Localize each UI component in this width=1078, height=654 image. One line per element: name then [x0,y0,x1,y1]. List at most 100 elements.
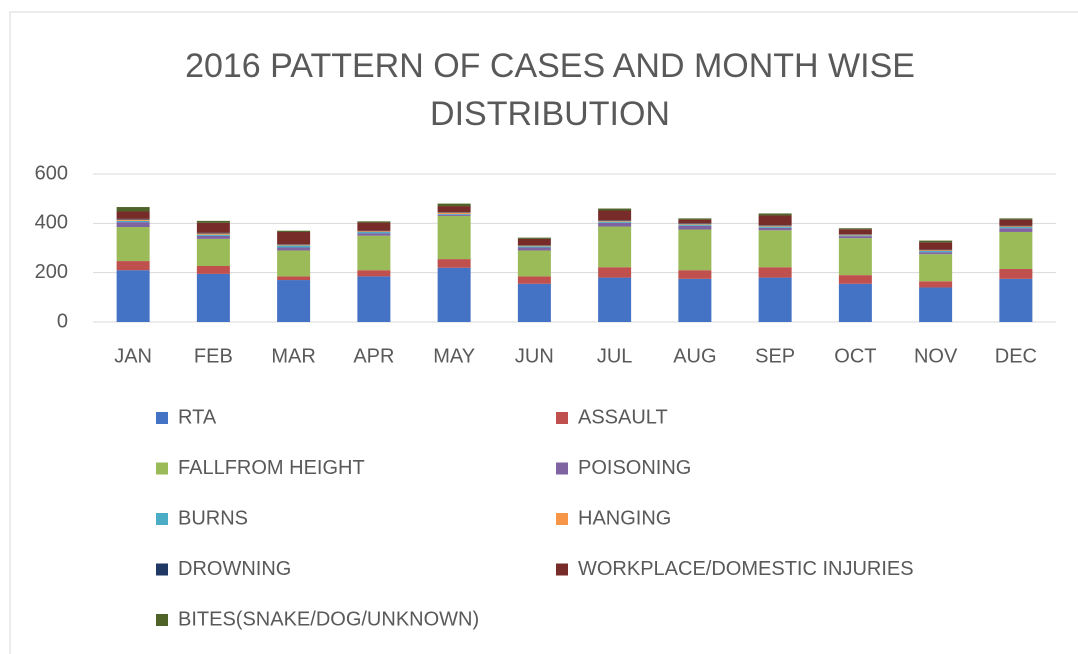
bar-segment [437,203,471,207]
bar-segment [277,250,311,277]
bar-segment [277,231,311,245]
bar-segment [678,225,712,230]
bar-segment [758,213,792,216]
x-tick-label: AUG [673,345,716,367]
bar-segment [999,227,1033,229]
bar-segment [116,219,150,221]
bar-segment [598,267,632,278]
legend-swatch [556,563,568,576]
bar-segment [838,275,872,284]
bar-segment [919,250,953,253]
bar-segment [357,222,391,231]
bar-segment [357,231,391,232]
bar-segment [758,225,792,227]
bar-segment [919,240,953,243]
legend-label: DROWNING [178,558,291,580]
legend-swatch [556,462,568,475]
bar-segment [838,229,872,235]
bar-segment [517,283,551,322]
bar-segment [277,230,311,232]
bar-segment [678,278,712,322]
bar-segment [999,219,1033,226]
bar-segment [517,237,551,239]
legend-swatch [156,513,168,525]
bar-segment [437,213,471,215]
bar-segment [838,228,872,230]
bar-segment [758,227,792,231]
bar-segment [357,276,391,322]
x-tick-label: NOV [914,345,958,367]
x-tick-label: JUN [515,345,554,367]
bar-segment [838,234,872,236]
bar-segment [357,221,391,223]
bar-segment [517,238,551,246]
bar-segment [678,229,712,271]
bar-segment [277,276,311,281]
bar-segment [758,230,792,268]
bar-segment [758,267,792,278]
bar-segment [598,220,632,222]
y-tick-label: 200 [35,261,68,283]
bar-segment [999,268,1033,279]
bar-segment [919,287,953,322]
bar-segment [277,244,311,246]
bar-segment [196,233,230,235]
bar-segment [678,224,712,226]
y-tick-label: 400 [35,212,68,234]
bar-segment [598,226,632,268]
bar-segment [919,250,953,251]
y-tick-label: 600 [35,162,68,184]
legend-swatch [156,462,168,475]
bar-segment [196,238,230,267]
bar-segment [999,278,1033,322]
x-tick-label: APR [353,345,394,367]
bar-segment [517,250,551,277]
bar-segment [758,277,792,322]
legend-swatch [156,412,168,424]
x-tick-label: FEB [194,345,233,367]
bar-segment [598,208,632,211]
x-tick-label: MAY [433,345,475,367]
bar-segment [678,223,712,225]
bar-segment [277,280,311,322]
bar-segment [196,273,230,322]
legend-swatch [556,412,568,424]
bar-segment [116,207,150,212]
legend-label: ASSAULT [578,406,668,428]
bar-segment [196,232,230,234]
bar-segment [517,276,551,284]
bar-segment [357,231,391,234]
bar-segment [598,221,632,223]
bar-segment [999,228,1033,232]
bar-segment [678,270,712,279]
bar-segment [838,238,872,276]
bar-segment [196,222,230,233]
bar-segment [277,247,311,251]
legend-label: BURNS [178,507,248,529]
bar-segment [999,226,1033,228]
bar-segment [437,206,471,213]
chart-title: 2016 PATTERN OF CASES AND MONTH WISE DIS… [185,47,915,133]
x-tick-label: JUL [597,345,633,367]
x-tick-label: DEC [995,345,1037,367]
bar-segment [357,235,391,271]
legend-label: HANGING [578,507,671,529]
bar-segment [116,261,150,271]
bar-segment [437,214,471,216]
bar-segment [116,220,150,223]
legend-label: WORKPLACE/DOMESTIC INJURIES [578,558,914,580]
bar-segment [116,270,150,322]
bar-segment [598,277,632,322]
bar-segment [116,227,150,262]
bar-segment [517,245,551,247]
legend-label: BITES(SNAKE/DOG/UNKNOWN) [178,608,479,630]
bar-segment [196,235,230,239]
x-tick-label: OCT [834,345,876,367]
bar-segment [598,210,632,221]
bar-segment [357,233,391,236]
bar-segment [919,281,953,288]
bar-segment [919,254,953,282]
bar-segment [277,245,311,248]
